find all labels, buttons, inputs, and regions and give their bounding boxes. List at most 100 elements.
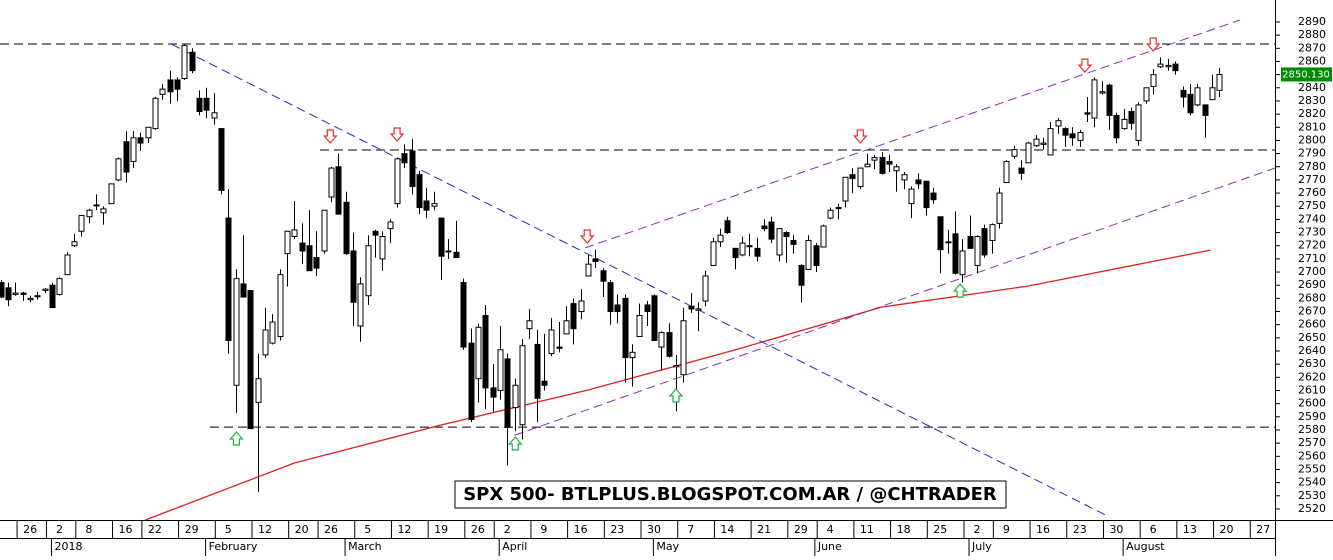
month-label: July	[971, 540, 992, 553]
candle-body	[578, 300, 585, 313]
candle-body	[460, 282, 467, 348]
candle-body	[835, 207, 842, 210]
x-tick-label: 20	[1220, 523, 1234, 536]
candle-body	[1091, 79, 1098, 119]
candle-body	[534, 343, 541, 399]
x-tick-label: 21	[757, 523, 771, 536]
x-tick-label: 18	[897, 523, 911, 536]
candle-body	[915, 179, 922, 185]
candle-body	[1106, 84, 1113, 116]
candle-body	[805, 239, 812, 270]
candle-body	[790, 239, 797, 245]
candle-body	[563, 320, 570, 335]
candle-body	[1172, 63, 1179, 72]
candle-body	[482, 314, 489, 389]
candle-body	[974, 236, 981, 266]
candle-body	[519, 345, 526, 426]
candle-body	[607, 282, 614, 313]
candle-body	[724, 220, 731, 234]
x-tick-label: 8	[85, 523, 92, 536]
x-tick-label: 20	[295, 523, 309, 536]
candle-body	[218, 128, 225, 191]
candle-body	[776, 228, 783, 256]
candle-body	[548, 329, 555, 355]
y-tick-label: 2710	[1298, 252, 1326, 265]
candle-body	[556, 346, 563, 349]
candle-body	[1033, 138, 1040, 147]
candle-body	[1040, 142, 1047, 145]
candle-body	[0, 282, 5, 298]
y-tick-label: 2790	[1298, 147, 1326, 160]
candle-body	[820, 225, 827, 248]
candle-body	[996, 192, 1003, 224]
candle-body	[967, 236, 974, 249]
candle-body	[813, 245, 820, 266]
y-tick-label: 2600	[1298, 397, 1326, 410]
x-tick-label: 14	[720, 523, 734, 536]
x-tick-label: 12	[397, 523, 411, 536]
candle-body	[1113, 114, 1120, 139]
candle-body	[78, 214, 85, 232]
month-label: May	[656, 540, 679, 553]
candle-body	[233, 278, 240, 386]
x-tick-label: 16	[1036, 523, 1050, 536]
x-tick-label: 7	[687, 523, 694, 536]
y-tick-label: 2640	[1298, 344, 1326, 357]
candle-body	[1128, 110, 1135, 124]
x-tick-label: 26	[471, 523, 485, 536]
candle-body	[893, 166, 900, 172]
candle-body	[174, 79, 181, 90]
title-box	[454, 480, 1007, 509]
candle-body	[255, 378, 262, 403]
candle-body	[945, 241, 952, 244]
candle-body	[849, 174, 856, 180]
x-tick-label: 16	[119, 523, 133, 536]
arrow-marker	[389, 127, 405, 142]
candle-body	[732, 247, 739, 259]
candle-body	[600, 270, 607, 282]
y-tick-label: 2800	[1298, 133, 1326, 146]
candle-body	[702, 275, 709, 302]
candle-body	[908, 188, 915, 205]
x-tick-label: 2	[504, 523, 511, 536]
candle-body	[34, 295, 41, 298]
candle-body	[277, 274, 284, 338]
x-tick-label: 12	[258, 523, 272, 536]
candle-body	[468, 342, 475, 420]
x-tick-label: 5	[225, 523, 232, 536]
candle-body	[56, 278, 63, 295]
candle-body	[240, 283, 247, 298]
candle-body	[959, 250, 966, 276]
candle-body	[123, 141, 130, 173]
chart-title: SPX 500- BTLPLUS.BLOGSPOT.COM.AR / @CHTR…	[463, 484, 997, 505]
candle-body	[225, 217, 232, 341]
arrow-marker	[952, 283, 968, 298]
candle-body	[981, 228, 988, 256]
candle-body	[394, 158, 401, 205]
x-tick-label: 11	[860, 523, 874, 536]
month-label: 2018	[54, 540, 82, 553]
y-tick-label: 2720	[1298, 239, 1326, 252]
candle-body	[923, 180, 930, 209]
y-tick-label: 2700	[1298, 265, 1326, 278]
trend-line	[171, 43, 1106, 516]
candle-body	[379, 236, 386, 260]
candle-body	[504, 358, 511, 428]
candle-body	[952, 233, 959, 274]
x-tick-label: 4	[827, 523, 834, 536]
x-tick-label: 29	[185, 523, 199, 536]
x-tick-label: 2	[973, 523, 980, 536]
candle-body	[343, 201, 350, 255]
candle-body	[247, 289, 254, 430]
x-tick-label: 9	[1003, 523, 1010, 536]
candle-body	[1135, 104, 1142, 141]
candle-body	[1025, 142, 1032, 164]
candle-body	[651, 295, 658, 341]
candle-body	[783, 232, 790, 238]
candle-body	[86, 209, 93, 218]
y-tick-label: 2650	[1298, 331, 1326, 344]
candle-body	[49, 284, 56, 309]
candle-body	[409, 150, 416, 187]
candle-body	[1077, 132, 1084, 141]
